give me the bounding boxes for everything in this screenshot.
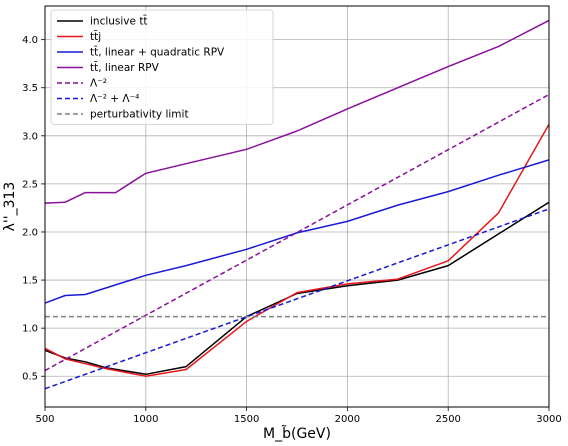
y-tick-label: 4.0 xyxy=(22,35,38,46)
legend: inclusive tt̄ tt̄j tt̄, linear + quadratic… xyxy=(50,9,274,125)
y-axis-label: λ''_313 xyxy=(2,182,18,232)
x-tick-label: 1500 xyxy=(234,414,259,425)
series-line-tt-j-1 xyxy=(44,123,550,377)
x-tick-label: 3000 xyxy=(536,414,561,425)
y-axis: 0.5 1.0 1.5 2.0 2.5 3.0 3.5 4.0 xyxy=(22,35,45,383)
series-line-tt-linear-quadratic-rpv-2 xyxy=(44,159,550,304)
legend-label: tt̄, linear RPV xyxy=(90,61,160,74)
x-axis: 500 1000 1500 2000 2500 3000 xyxy=(35,407,562,425)
legend-label: Λ⁻² xyxy=(90,78,107,90)
y-tick-label: 3.5 xyxy=(22,83,38,94)
x-axis-label: M_b̃(GeV) xyxy=(263,425,331,442)
y-tick-label: 2.5 xyxy=(22,179,38,190)
y-tick-label: 1.5 xyxy=(22,276,38,287)
series-layer xyxy=(44,19,550,390)
legend-label: inclusive tt̄ xyxy=(90,15,148,28)
legend-box xyxy=(50,9,274,125)
legend-label: tt̄j xyxy=(90,30,101,43)
series-line-tt-linear-rpv-3 xyxy=(44,19,550,204)
x-tick-label: 500 xyxy=(35,414,54,425)
legend-label: Λ⁻² + Λ⁻⁴ xyxy=(90,93,139,105)
legend-label: perturbativity limit xyxy=(90,109,189,121)
x-tick-label: 1000 xyxy=(133,414,158,425)
y-tick-label: 0.5 xyxy=(22,372,38,383)
y-tick-label: 3.0 xyxy=(22,131,38,142)
legend-label: tt̄, linear + quadratic RPV xyxy=(90,46,225,59)
series-line-series-5 xyxy=(44,208,550,390)
x-tick-label: 2000 xyxy=(335,414,360,425)
x-tick-label: 2500 xyxy=(435,414,460,425)
series-line-inclusive-tt-0 xyxy=(44,201,550,376)
y-tick-label: 1.0 xyxy=(22,324,38,335)
plot-frame xyxy=(44,5,550,408)
y-tick-label: 2.0 xyxy=(22,227,38,238)
